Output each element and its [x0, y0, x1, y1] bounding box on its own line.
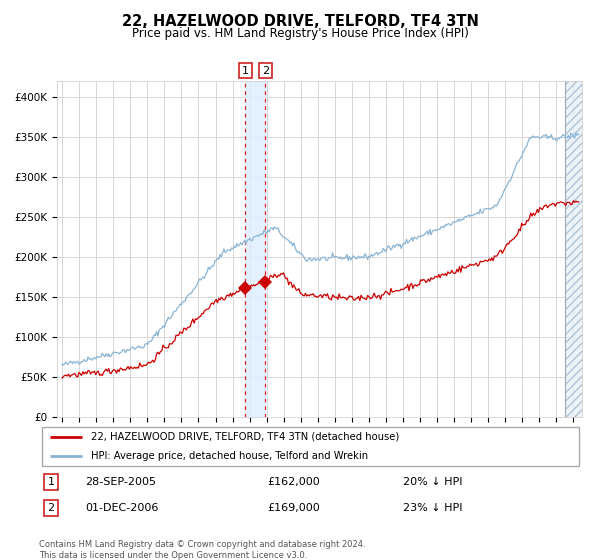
Text: 2: 2 [47, 503, 55, 513]
Text: 1: 1 [242, 66, 249, 76]
Text: 1: 1 [47, 477, 55, 487]
Text: 23% ↓ HPI: 23% ↓ HPI [403, 503, 463, 513]
Text: 2: 2 [262, 66, 269, 76]
Text: Contains HM Land Registry data © Crown copyright and database right 2024.
This d: Contains HM Land Registry data © Crown c… [39, 540, 365, 560]
Text: 20% ↓ HPI: 20% ↓ HPI [403, 477, 463, 487]
Bar [565, 81, 582, 417]
Text: HPI: Average price, detached house, Telford and Wrekin: HPI: Average price, detached house, Telf… [91, 451, 368, 461]
Text: 01-DEC-2006: 01-DEC-2006 [85, 503, 158, 513]
Text: 22, HAZELWOOD DRIVE, TELFORD, TF4 3TN (detached house): 22, HAZELWOOD DRIVE, TELFORD, TF4 3TN (d… [91, 432, 399, 442]
FancyBboxPatch shape [42, 427, 579, 465]
Bar [565, 81, 582, 417]
Text: Price paid vs. HM Land Registry's House Price Index (HPI): Price paid vs. HM Land Registry's House … [131, 27, 469, 40]
Text: 22, HAZELWOOD DRIVE, TELFORD, TF4 3TN: 22, HAZELWOOD DRIVE, TELFORD, TF4 3TN [122, 14, 478, 29]
Text: 28-SEP-2005: 28-SEP-2005 [85, 477, 156, 487]
Text: £162,000: £162,000 [267, 477, 320, 487]
Text: £169,000: £169,000 [267, 503, 320, 513]
Bar [245, 81, 265, 417]
